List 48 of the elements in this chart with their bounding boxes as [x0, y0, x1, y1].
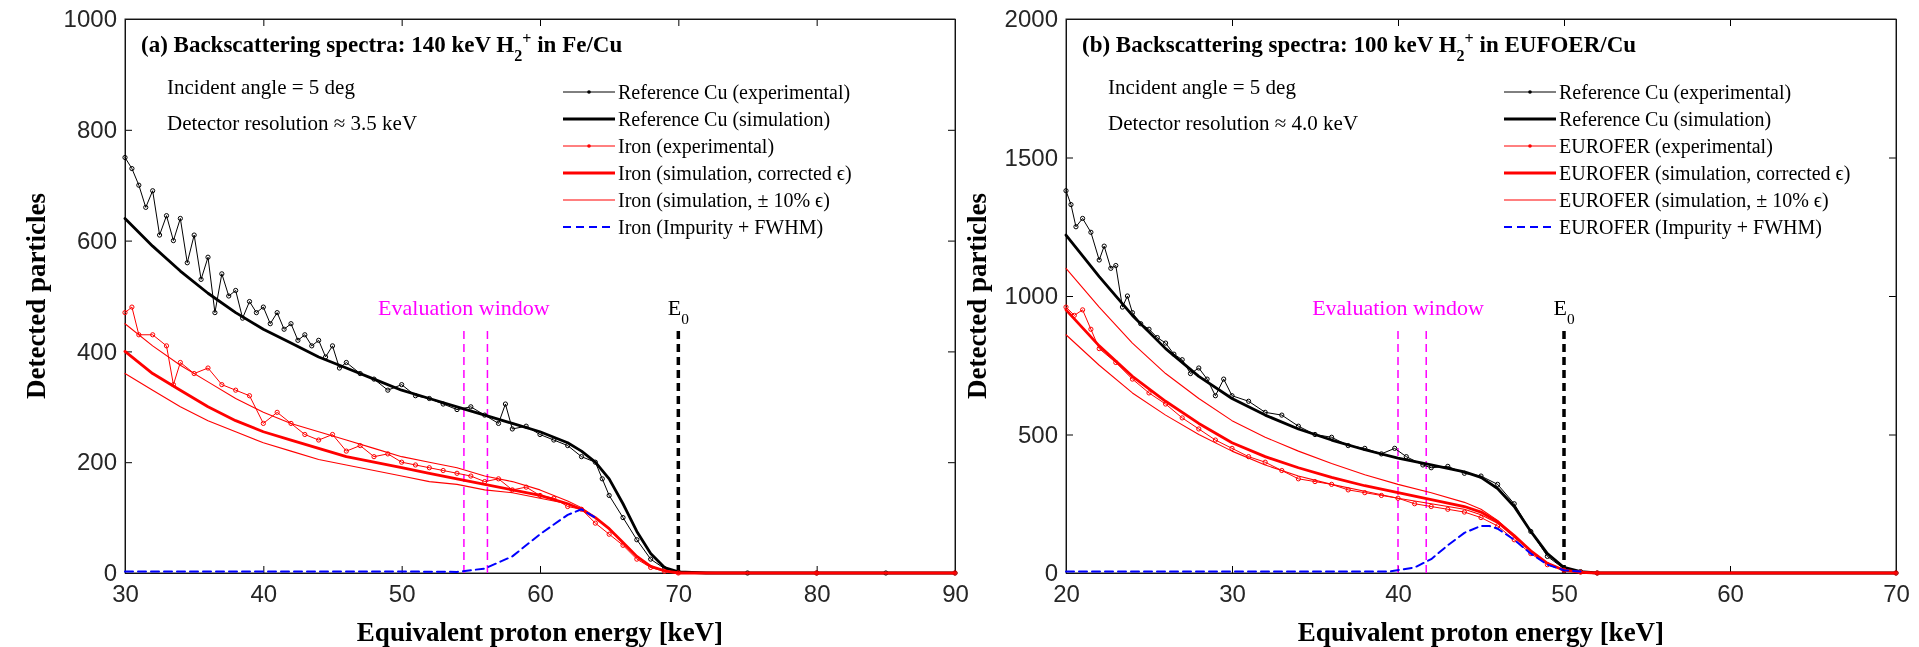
x-tick-label: 30	[112, 580, 139, 608]
text: (b) Backscattering spectra: 100 keV H$_{2}$$^{+}$ in EUFOER/Cu	[1082, 29, 1637, 64]
x-tick-label: 90	[942, 580, 969, 608]
ref-line-label: Evaluation window	[1312, 295, 1484, 321]
annotation: Incident angle = 5 deg	[1108, 75, 1297, 99]
legend-label: EUROFER (experimental)	[1559, 135, 1773, 158]
annotation: Detector resolution ≈ 3.5 keV	[167, 111, 418, 135]
y-tick-label: 200	[76, 448, 117, 476]
x-tick-label: 40	[250, 580, 278, 608]
annotation: Incident angle = 5 deg	[167, 75, 356, 99]
legend-label: Iron (simulation, ± 10% ϵ)	[618, 189, 830, 212]
legend-label: EUROFER (simulation, ± 10% ϵ)	[1559, 189, 1829, 212]
y-tick-label: 1500	[1004, 143, 1058, 171]
legend-label: Reference Cu (simulation)	[618, 108, 831, 131]
x-tick-label: 80	[803, 580, 831, 608]
x-tick-label: 70	[665, 580, 693, 608]
legend-label: Reference Cu (simulation)	[1559, 108, 1772, 131]
legend-label: Iron (Impurity + FWHM)	[618, 216, 824, 239]
ref-line-label: Evaluation window	[378, 295, 550, 321]
y-tick-label: 1000	[63, 5, 117, 33]
ref-line-label: E$_{0}$	[667, 295, 690, 327]
y-tick-label: 2000	[1004, 5, 1058, 33]
y-axis-title: Detected particles	[962, 192, 992, 400]
x-tick-label: 70	[1883, 580, 1910, 608]
annotation: Detector resolution ≈ 4.0 keV	[1108, 111, 1359, 135]
ref-line-label: E$_{0}$	[1553, 295, 1575, 327]
y-tick-label: 1000	[1004, 282, 1058, 310]
y-tick-label: 600	[76, 226, 117, 254]
x-axis-title: Equivalent proton energy [keV]	[1297, 617, 1665, 647]
y-tick-label: 400	[76, 337, 117, 365]
x-axis-title: Equivalent proton energy [keV]	[356, 617, 724, 647]
y-axis-title: Detected particles	[21, 192, 51, 400]
legend-label: EUROFER (Impurity + FWHM)	[1559, 216, 1822, 239]
x-tick-label: 60	[1717, 580, 1744, 608]
x-tick-label: 20	[1053, 580, 1080, 608]
legend-label: Reference Cu (experimental)	[618, 81, 851, 104]
x-tick-label: 30	[1219, 580, 1246, 608]
x-tick-label: 60	[527, 580, 554, 608]
legend-label: Iron (experimental)	[618, 135, 775, 158]
legend-label: Reference Cu (experimental)	[1559, 81, 1792, 104]
legend-label: EUROFER (simulation, corrected ϵ)	[1559, 162, 1851, 185]
text: (a) Backscattering spectra: 140 keV H$_{2}$$^{+}$ in Fe/Cu	[141, 29, 623, 64]
legend-label: Iron (simulation, corrected ϵ)	[618, 162, 852, 185]
y-tick-label: 800	[76, 115, 117, 143]
x-tick-label: 50	[1551, 580, 1578, 608]
x-tick-label: 50	[388, 580, 416, 608]
y-tick-label: 500	[1017, 420, 1058, 448]
x-tick-label: 40	[1385, 580, 1412, 608]
